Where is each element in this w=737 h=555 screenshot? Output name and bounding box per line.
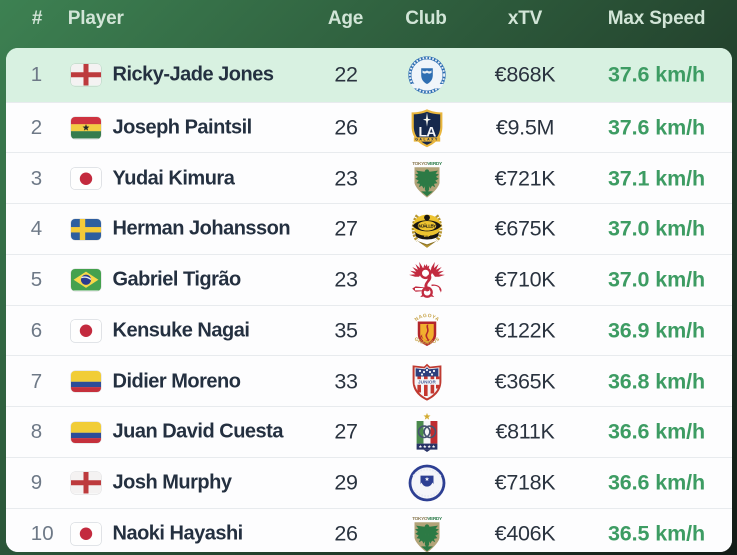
svg-text:GALAXY: GALAXY [415,138,439,142]
svg-text:MJÄLLBY: MJÄLLBY [418,224,436,229]
svg-text:NAGOYA: NAGOYA [414,313,441,323]
svg-text:TOKYOVERDY: TOKYOVERDY [412,161,443,167]
svg-text:JUNIOR: JUNIOR [418,379,437,384]
svg-text:AIF: AIF [424,233,431,238]
svg-text:TOKYOVERDY: TOKYOVERDY [412,516,443,522]
svg-text:LA: LA [418,123,436,139]
